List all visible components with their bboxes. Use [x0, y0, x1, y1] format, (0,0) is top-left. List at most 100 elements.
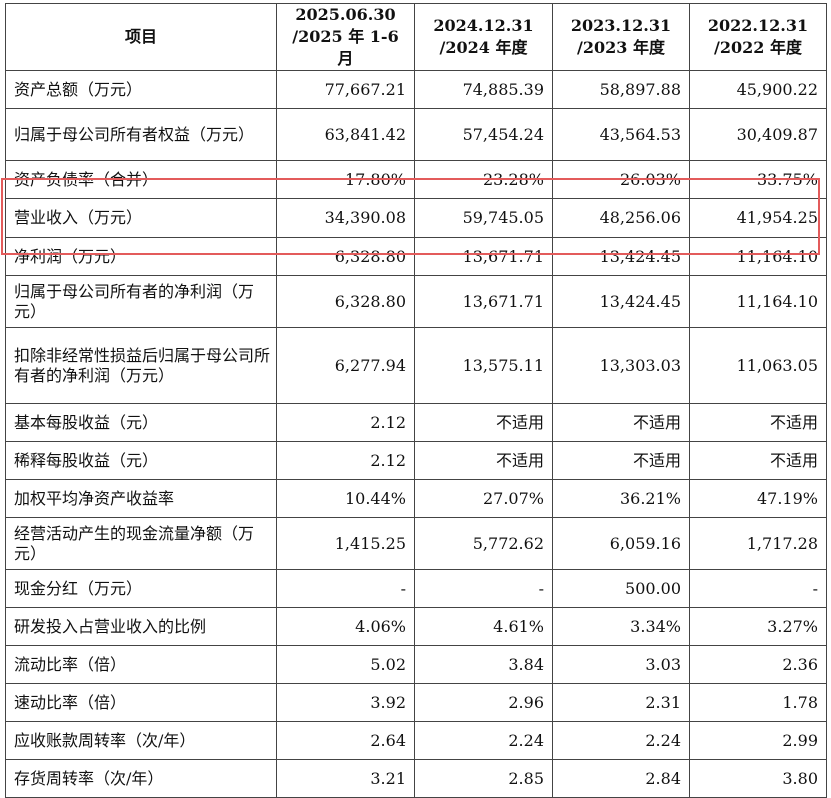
cell-value: 3.27%	[689, 607, 827, 646]
cell-value: 不适用	[689, 441, 827, 480]
cell-value: 41,954.25	[689, 198, 827, 238]
cell-value: 47.19%	[689, 479, 827, 518]
header-col-2022: 2022.12.31 /2022 年度	[689, 3, 827, 71]
cell-value: 11,164.10	[689, 237, 827, 276]
cell-value: 26.03%	[552, 160, 690, 199]
cell-value: 3.92	[276, 683, 415, 722]
table-row: 归属于母公司所有者权益（万元） 63,841.42 57,454.24 43,5…	[5, 108, 827, 161]
cell-value: 10.44%	[276, 479, 415, 518]
cell-value: 59,745.05	[414, 198, 553, 238]
cell-value: -	[414, 569, 553, 608]
row-label: 基本每股收益（元）	[5, 403, 277, 442]
cell-value: 43,564.53	[552, 108, 690, 161]
cell-value: 13,575.11	[414, 327, 553, 404]
cell-value: 2.12	[276, 441, 415, 480]
cell-value: 3.03	[552, 645, 690, 684]
row-label: 稀释每股收益（元）	[5, 441, 277, 480]
cell-value: 2.24	[414, 721, 553, 760]
cell-value: 13,671.71	[414, 275, 553, 328]
header-col-date: 2023.12.31	[570, 16, 672, 35]
header-col-period: /2025 年 1-6 月	[292, 27, 399, 68]
cell-value: 6,059.16	[552, 517, 690, 570]
table-row: 加权平均净资产收益率 10.44% 27.07% 36.21% 47.19%	[5, 479, 827, 518]
cell-value: -	[689, 569, 827, 608]
cell-value: 2.99	[689, 721, 827, 760]
cell-value: 6,277.94	[276, 327, 415, 404]
cell-value: 13,671.71	[414, 237, 553, 276]
row-label: 资产负债率（合并）	[5, 160, 277, 199]
header-col-period: /2022 年度	[714, 38, 802, 57]
cell-value: 57,454.24	[414, 108, 553, 161]
cell-value: 2.12	[276, 403, 415, 442]
cell-value: 3.80	[689, 759, 827, 798]
header-col-2023: 2023.12.31 /2023 年度	[552, 3, 690, 71]
cell-value: 不适用	[552, 403, 690, 442]
row-label: 应收账款周转率（次/年）	[5, 721, 277, 760]
cell-value: 58,897.88	[552, 70, 690, 109]
header-col-2024: 2024.12.31 /2024 年度	[414, 3, 553, 71]
cell-value: 3.34%	[552, 607, 690, 646]
row-label: 存货周转率（次/年）	[5, 759, 277, 798]
cell-value: 3.21	[276, 759, 415, 798]
cell-value: 5.02	[276, 645, 415, 684]
cell-value: 13,424.45	[552, 275, 690, 328]
cell-value: 1,415.25	[276, 517, 415, 570]
cell-value: 33.75%	[689, 160, 827, 199]
cell-value: 30,409.87	[689, 108, 827, 161]
cell-value: 2.85	[414, 759, 553, 798]
row-label: 研发投入占营业收入的比例	[5, 607, 277, 646]
table-row: 资产总额（万元） 77,667.21 74,885.39 58,897.88 4…	[5, 70, 827, 109]
table-row: 营业收入（万元） 34,390.08 59,745.05 48,256.06 4…	[5, 198, 827, 238]
cell-value: 48,256.06	[552, 198, 690, 238]
row-label: 现金分红（万元）	[5, 569, 277, 608]
cell-value: -	[276, 569, 415, 608]
cell-value: 2.96	[414, 683, 553, 722]
header-col-date: 2022.12.31	[707, 16, 809, 35]
table-row: 流动比率（倍） 5.02 3.84 3.03 2.36	[5, 645, 827, 684]
cell-value: 45,900.22	[689, 70, 827, 109]
table-row: 经营活动产生的现金流量净额（万元） 1,415.25 5,772.62 6,05…	[5, 517, 827, 570]
cell-value: 2.24	[552, 721, 690, 760]
cell-value: 2.36	[689, 645, 827, 684]
table-row: 现金分红（万元） - - 500.00 -	[5, 569, 827, 608]
row-label: 经营活动产生的现金流量净额（万元）	[5, 517, 277, 570]
header-col-period: /2024 年度	[439, 38, 528, 57]
table-row: 资产负债率（合并） 17.80% 23.28% 26.03% 33.75%	[5, 160, 827, 199]
header-col-date: 2025.06.30	[295, 5, 396, 24]
cell-value: 不适用	[414, 403, 553, 442]
table-row: 基本每股收益（元） 2.12 不适用 不适用 不适用	[5, 403, 827, 442]
cell-value: 3.84	[414, 645, 553, 684]
cell-value: 77,667.21	[276, 70, 415, 109]
row-label: 速动比率（倍）	[5, 683, 277, 722]
table-row: 扣除非经常性损益后归属于母公司所有者的净利润（万元） 6,277.94 13,5…	[5, 327, 827, 404]
cell-value: 2.31	[552, 683, 690, 722]
row-label: 营业收入（万元）	[5, 198, 277, 238]
cell-value: 36.21%	[552, 479, 690, 518]
row-label: 净利润（万元）	[5, 237, 277, 276]
cell-value: 27.07%	[414, 479, 553, 518]
table-row: 速动比率（倍） 3.92 2.96 2.31 1.78	[5, 683, 827, 722]
cell-value: 63,841.42	[276, 108, 415, 161]
cell-value: 5,772.62	[414, 517, 553, 570]
table-row: 研发投入占营业收入的比例 4.06% 4.61% 3.34% 3.27%	[5, 607, 827, 646]
cell-value: 4.61%	[414, 607, 553, 646]
row-label: 扣除非经常性损益后归属于母公司所有者的净利润（万元）	[5, 327, 277, 404]
financial-table: 项目 2025.06.30 /2025 年 1-6 月 2024.12.31 /…	[5, 3, 827, 798]
row-label: 归属于母公司所有者的净利润（万元）	[5, 275, 277, 328]
header-row: 项目 2025.06.30 /2025 年 1-6 月 2024.12.31 /…	[5, 3, 827, 71]
table-row: 应收账款周转率（次/年） 2.64 2.24 2.24 2.99	[5, 721, 827, 760]
cell-value: 不适用	[414, 441, 553, 480]
cell-value: 13,424.45	[552, 237, 690, 276]
table-row: 存货周转率（次/年） 3.21 2.85 2.84 3.80	[5, 759, 827, 798]
cell-value: 2.64	[276, 721, 415, 760]
header-col-period: /2023 年度	[577, 38, 665, 57]
cell-value: 17.80%	[276, 160, 415, 199]
header-item: 项目	[5, 3, 277, 71]
cell-value: 13,303.03	[552, 327, 690, 404]
cell-value: 23.28%	[414, 160, 553, 199]
cell-value: 6,328.80	[276, 237, 415, 276]
table-row: 净利润（万元） 6,328.80 13,671.71 13,424.45 11,…	[5, 237, 827, 276]
cell-value: 34,390.08	[276, 198, 415, 238]
cell-value: 1.78	[689, 683, 827, 722]
cell-value: 500.00	[552, 569, 690, 608]
